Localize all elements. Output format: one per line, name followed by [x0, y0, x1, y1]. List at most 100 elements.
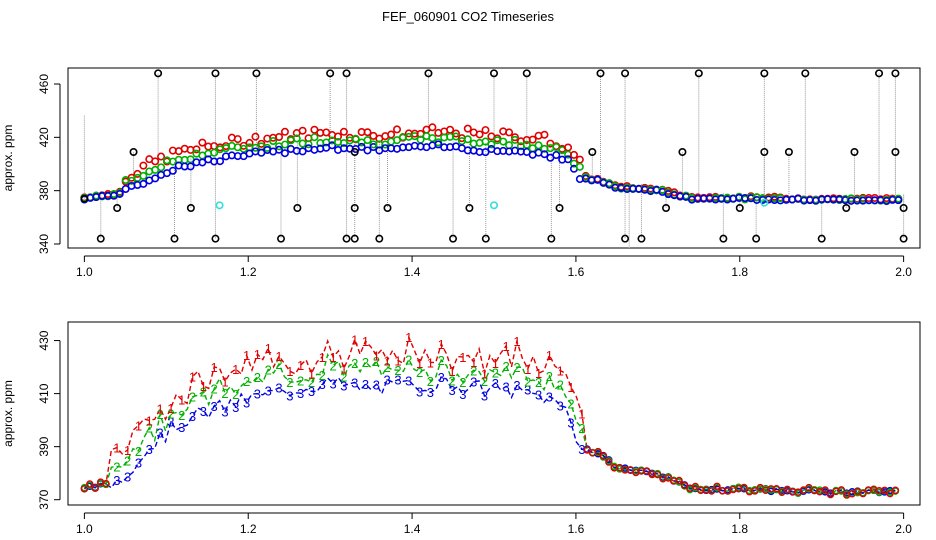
series1-marker: 1: [416, 356, 423, 371]
series2-marker: 2: [578, 421, 585, 436]
raw-outlier-point: [211, 234, 220, 243]
series3-marker: 3: [286, 389, 293, 404]
series2-marker: 2: [178, 408, 185, 423]
series3-marker: 3: [275, 381, 282, 396]
series3-point: [198, 158, 207, 167]
raw-outlier-point: [252, 69, 261, 78]
series3-marker: 3: [221, 405, 228, 420]
series3-marker: 3: [557, 398, 564, 413]
series3-point: [168, 166, 177, 175]
series1-point: [528, 135, 537, 144]
series2-point: [280, 140, 289, 149]
y-axis-label: approx. ppm: [1, 125, 15, 192]
series1-point: [675, 476, 683, 485]
y-tick-label: 420: [37, 127, 51, 147]
raw-outlier-point: [735, 204, 744, 213]
series2-marker: 2: [221, 386, 228, 401]
raw-outlier-point: [637, 234, 646, 243]
series3-marker: 3: [351, 375, 358, 390]
series1-marker: 1: [146, 413, 153, 428]
raw-outlier-point: [481, 234, 490, 243]
series3-marker: 3: [189, 409, 196, 424]
series2-marker: 2: [156, 407, 163, 422]
series1-point: [334, 132, 343, 141]
raw-outlier-point: [842, 204, 851, 213]
y-tick-label: 390: [37, 436, 51, 456]
series1-marker: 1: [286, 364, 293, 379]
raw-outlier-point: [350, 204, 359, 213]
raw-outlier-point: [350, 234, 359, 243]
series3-marker: 3: [124, 470, 131, 485]
series2-marker: 2: [243, 374, 250, 389]
series3-marker: 3: [319, 377, 326, 392]
series3-marker: 3: [135, 456, 142, 471]
series2-marker: 2: [459, 375, 466, 390]
series3-point: [139, 179, 148, 188]
series1-point: [740, 483, 748, 492]
raw-outlier-point: [449, 234, 458, 243]
series2-point: [428, 134, 437, 143]
x-tick-label: 1.4: [404, 265, 421, 279]
series3-marker: 3: [308, 384, 315, 399]
series1-marker: 1: [113, 441, 120, 456]
series3-marker: 3: [265, 384, 272, 399]
series1-point: [481, 126, 490, 135]
series3-point: [121, 184, 130, 193]
raw-outlier-point: [850, 148, 859, 157]
series1-point: [451, 129, 460, 138]
series1-marker: 1: [481, 366, 488, 381]
series2-marker: 2: [535, 375, 542, 390]
series1-marker: 1: [254, 347, 261, 362]
series3-marker: 3: [362, 377, 369, 392]
series3-marker: 3: [394, 373, 401, 388]
flag-point: [489, 201, 498, 210]
raw-outlier-point: [760, 69, 769, 78]
series3-marker: 3: [481, 389, 488, 404]
series1-marker: 1: [513, 334, 520, 349]
series1-point: [393, 125, 402, 134]
series1-point: [540, 130, 549, 139]
raw-outlier-point: [326, 69, 335, 78]
series3-marker: 3: [524, 383, 531, 398]
series3-point: [328, 141, 337, 150]
series3-point: [363, 146, 372, 155]
flag-point: [215, 201, 224, 210]
raw-outlier-point: [547, 234, 556, 243]
series1-marker: 1: [243, 348, 250, 363]
raw-outlier-point: [596, 69, 605, 78]
series2-marker: 2: [113, 459, 120, 474]
series2-marker: 2: [319, 368, 326, 383]
series2-point: [351, 134, 360, 143]
raw-outlier-point: [784, 148, 793, 157]
x-tick-label: 1.2: [240, 265, 257, 279]
series1-marker: 1: [384, 354, 391, 369]
series1-marker: 1: [394, 353, 401, 368]
series3-marker: 3: [384, 372, 391, 387]
x-tick-label: 1.8: [731, 522, 748, 536]
raw-outlier-point: [342, 234, 351, 243]
series3-marker: 3: [459, 387, 466, 402]
series1-point: [245, 138, 254, 147]
series1-marker: 1: [232, 362, 239, 377]
panel-top: 1.0 1.2 1.4 1.6 1.8 2.0 340 380 420 460 approx. pp…: [1, 67, 921, 279]
series2-marker: 2: [340, 369, 347, 384]
series3-point: [115, 189, 124, 198]
series3-marker: 3: [578, 442, 585, 457]
series1-point: [280, 127, 289, 136]
series2-marker: 2: [135, 444, 142, 459]
series3-point: [552, 151, 561, 160]
series2-point: [487, 140, 496, 149]
series1-point: [510, 133, 519, 142]
series3-marker: 3: [243, 395, 250, 410]
series1-point: [339, 127, 348, 136]
series1-point: [275, 132, 284, 141]
series3-point: [275, 145, 284, 154]
raw-outlier-point: [694, 69, 703, 78]
series2-marker: 2: [557, 378, 564, 393]
y-tick-label: 380: [37, 180, 51, 200]
series2-marker: 2: [503, 359, 510, 374]
series1-marker: 1: [135, 419, 142, 434]
series3-marker: 3: [513, 378, 520, 393]
series1-marker: 1: [557, 364, 564, 379]
